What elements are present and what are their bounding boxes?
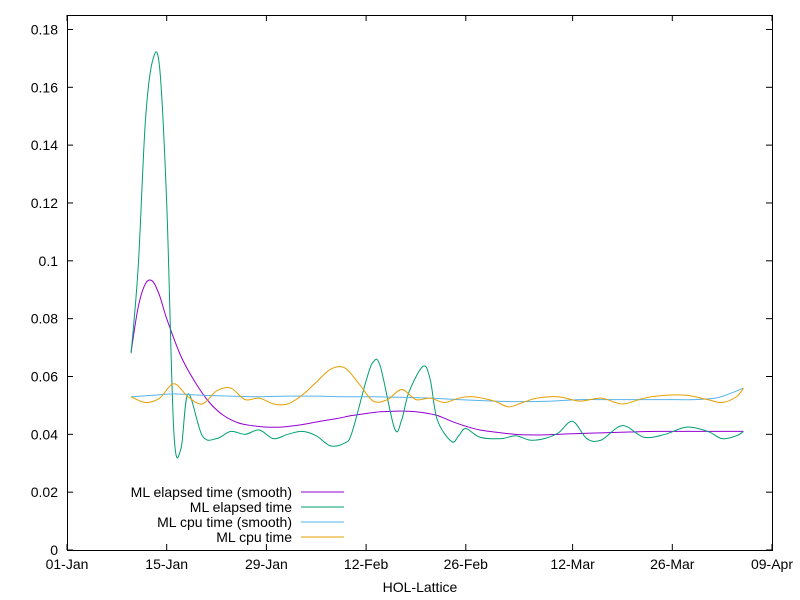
x-axis: 01-Jan 15-Jan 29-Jan 12-Feb 26-Feb 12-Mar 26-M… — [46, 15, 793, 572]
x-tick-label: 12-Feb — [344, 556, 389, 572]
legend-label: ML cpu time (smooth) — [157, 514, 292, 530]
y-tick-label: 0.1 — [39, 253, 59, 269]
y-tick-label: 0.12 — [31, 195, 58, 211]
x-tick-label: 01-Jan — [46, 556, 89, 572]
y-tick-label: 0.04 — [31, 426, 58, 442]
y-tick-label: 0.14 — [31, 137, 58, 153]
y-axis: 0 0.02 0.04 0.06 0.08 0.1 0.12 0.14 0.16 0.18 — [31, 21, 772, 558]
legend-label: ML elapsed time (smooth) — [131, 484, 292, 500]
series-line-3 — [130, 366, 744, 408]
series-line-1 — [130, 51, 744, 459]
y-tick-label: 0.06 — [31, 368, 58, 384]
plot-lines — [130, 51, 744, 459]
series-line-2 — [131, 387, 744, 403]
legend-label: ML elapsed time — [190, 499, 292, 515]
x-tick-label: 26-Mar — [650, 556, 695, 572]
y-tick-label: 0.18 — [31, 21, 58, 37]
x-tick-label: 12-Mar — [550, 556, 595, 572]
y-tick-label: 0.16 — [31, 79, 58, 95]
x-tick-label: 09-Apr — [751, 556, 793, 572]
legend-label: ML cpu time — [216, 529, 292, 545]
y-tick-label: 0 — [50, 542, 58, 558]
y-tick-label: 0.08 — [31, 311, 58, 327]
x-axis-label: HOL-Lattice — [383, 579, 458, 595]
x-tick-label: 29-Jan — [245, 556, 288, 572]
plot-frame — [67, 15, 773, 551]
legend: ML elapsed time (smooth)ML elapsed timeM… — [131, 484, 344, 545]
x-tick-label: 26-Feb — [444, 556, 489, 572]
series-line-0 — [130, 279, 744, 436]
y-tick-label: 0.02 — [31, 484, 58, 500]
x-tick-label: 15-Jan — [145, 556, 188, 572]
